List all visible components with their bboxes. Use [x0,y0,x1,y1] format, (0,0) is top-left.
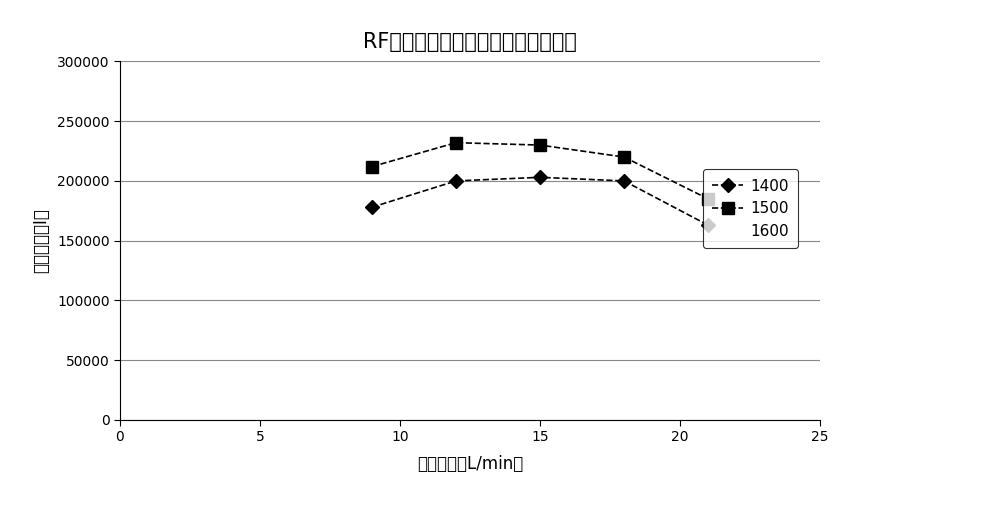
1400 [534,174,546,180]
1500 [366,163,378,169]
1500 [618,154,630,160]
1400 [366,204,378,210]
Title: RF功率和等离子气对谱线强度的影响: RF功率和等离子气对谱线强度的影响 [363,32,577,52]
1400 [618,178,630,184]
1400 [450,178,462,184]
Legend: 1400, 1500, 1600: 1400, 1500, 1600 [703,169,798,248]
Y-axis label: 发射强度（I）: 发射强度（I） [32,208,50,273]
1500 [534,142,546,148]
Line: 1400: 1400 [367,173,713,230]
1500 [450,140,462,146]
1500 [702,196,714,202]
1400 [702,222,714,228]
Line: 1500: 1500 [366,137,714,204]
X-axis label: 等离子气（L/min）: 等离子气（L/min） [417,455,523,474]
